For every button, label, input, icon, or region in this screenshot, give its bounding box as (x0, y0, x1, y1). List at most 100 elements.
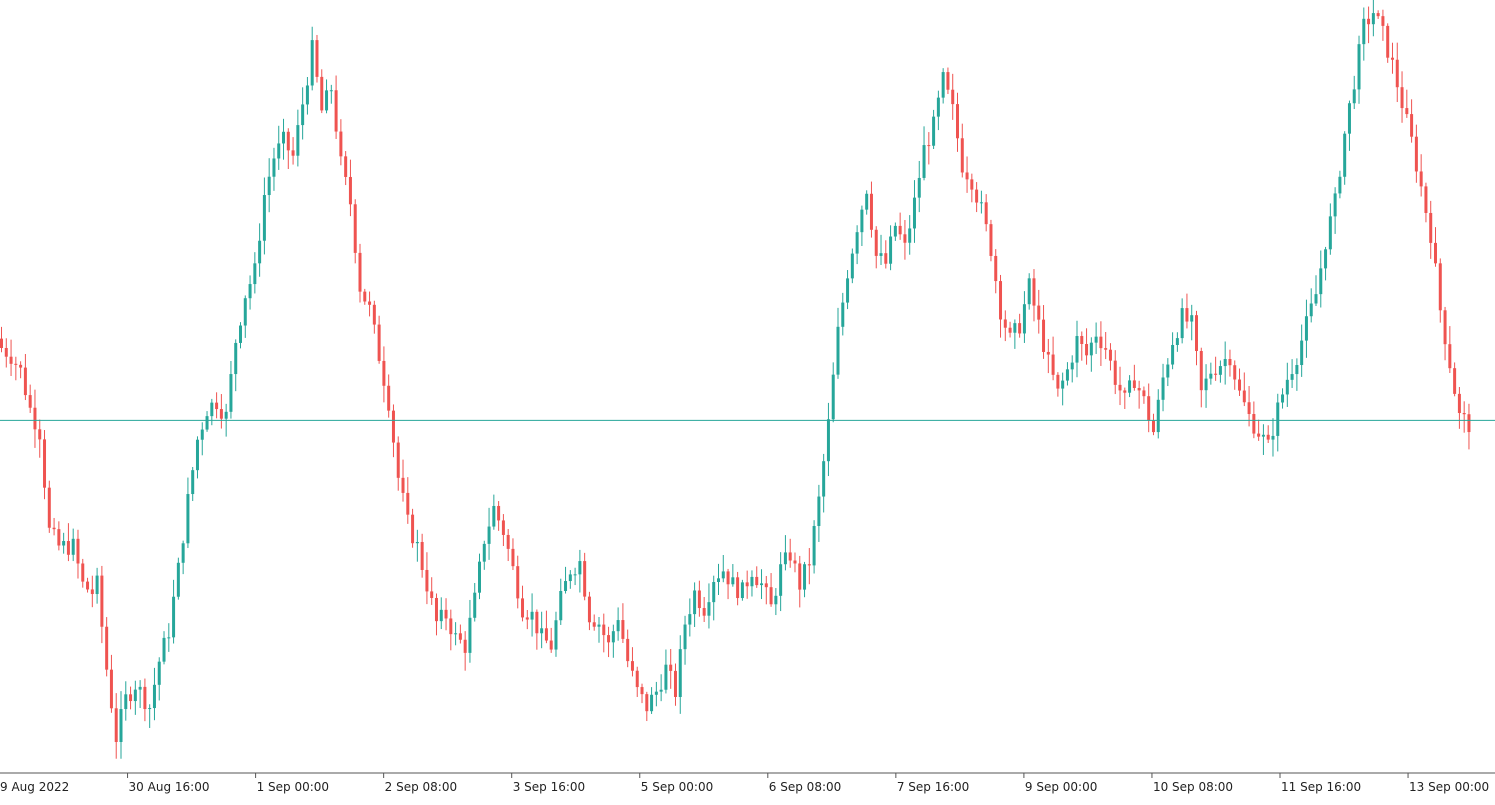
candle-up (95, 575, 99, 595)
candle-down (100, 575, 104, 627)
candle-down (1247, 402, 1251, 415)
candle-up (568, 574, 572, 582)
candle-up (248, 284, 252, 299)
candle-down (903, 234, 907, 243)
candle-down (315, 40, 319, 77)
x-tick-label: 9 Aug 2022 (0, 780, 69, 794)
candle-down (525, 617, 529, 620)
candle-down (1132, 380, 1136, 388)
candle-down (1457, 393, 1461, 414)
candle-down (607, 635, 611, 643)
candle-up (301, 104, 305, 126)
candle-down (372, 304, 376, 325)
candle-down (339, 131, 343, 157)
candle-up (119, 709, 123, 743)
candle-up (688, 614, 692, 625)
candle-down (57, 529, 61, 546)
candle-up (1075, 336, 1079, 363)
candle-down (1419, 171, 1423, 187)
candle-up (138, 686, 142, 690)
candle-up (482, 543, 486, 562)
candle-up (1290, 374, 1294, 380)
candle-up (879, 253, 883, 256)
candle-down (320, 76, 324, 111)
candle-down (105, 626, 109, 670)
candle-down (1242, 390, 1246, 403)
candle-up (559, 591, 563, 621)
candle-up (908, 228, 912, 243)
candle-down (387, 385, 391, 411)
candle-up (1304, 316, 1308, 341)
candle-up (578, 561, 582, 575)
candle-up (1218, 366, 1222, 375)
candle-down (1233, 365, 1237, 380)
candle-down (1434, 242, 1437, 264)
candle-down (1003, 319, 1007, 328)
x-tick-label: 11 Sep 16:00 (1281, 780, 1361, 794)
candle-up (1371, 13, 1375, 25)
candle-up (683, 624, 687, 650)
candle-up (1338, 176, 1342, 194)
candle-down (1257, 433, 1261, 437)
candle-down (989, 224, 993, 256)
candle-up (71, 538, 75, 555)
candle-down (1390, 57, 1394, 60)
candle-up (325, 90, 329, 111)
candle-down (626, 638, 630, 662)
candle-down (76, 538, 80, 564)
candle-up (492, 505, 496, 527)
candle-up (721, 571, 725, 579)
candle-up (439, 609, 443, 622)
candle-down (587, 596, 591, 623)
candle-up (530, 611, 534, 620)
candle-down (1056, 374, 1060, 389)
candle-down (1113, 360, 1117, 385)
candle-down (348, 176, 352, 205)
candle-down (769, 587, 773, 605)
candle-up (1190, 315, 1194, 322)
candle-up (564, 581, 568, 592)
candle-up (831, 374, 835, 420)
candle-up (1161, 377, 1165, 400)
candle-up (1347, 103, 1351, 134)
candle-down (334, 90, 338, 132)
candle-down (1046, 351, 1050, 355)
candle-down (81, 563, 85, 582)
candle-up (1285, 379, 1289, 395)
candle-down (511, 548, 515, 567)
candle-up (678, 649, 682, 697)
candle-down (458, 633, 462, 640)
candle-down (1367, 18, 1371, 25)
candle-up (750, 576, 754, 587)
candle-up (650, 694, 654, 712)
candle-down (755, 576, 759, 586)
candle-up (167, 637, 171, 639)
candle-up (124, 694, 128, 710)
candle-up (1223, 358, 1227, 367)
candle-up (836, 326, 840, 375)
candle-down (956, 104, 959, 139)
candle-down (1042, 319, 1046, 352)
candle-up (473, 592, 477, 618)
candle-up (717, 578, 720, 583)
candle-down (86, 581, 90, 590)
candle-up (573, 574, 577, 576)
candle-up (779, 564, 783, 596)
candle-up (454, 633, 458, 635)
candle-up (205, 416, 209, 430)
candle-up (664, 664, 668, 690)
candle-up (1171, 344, 1175, 365)
candle-up (932, 116, 936, 146)
candle-down (219, 409, 223, 419)
candle-down (702, 608, 706, 616)
candle-down (999, 281, 1003, 320)
candle-down (1195, 315, 1198, 352)
candle-down (1108, 349, 1112, 361)
candle-down (1099, 336, 1103, 349)
candle-up (277, 143, 281, 159)
candle-down (745, 582, 749, 587)
candle-up (1204, 378, 1208, 391)
candle-down (1410, 114, 1414, 137)
candle-down (28, 395, 32, 408)
